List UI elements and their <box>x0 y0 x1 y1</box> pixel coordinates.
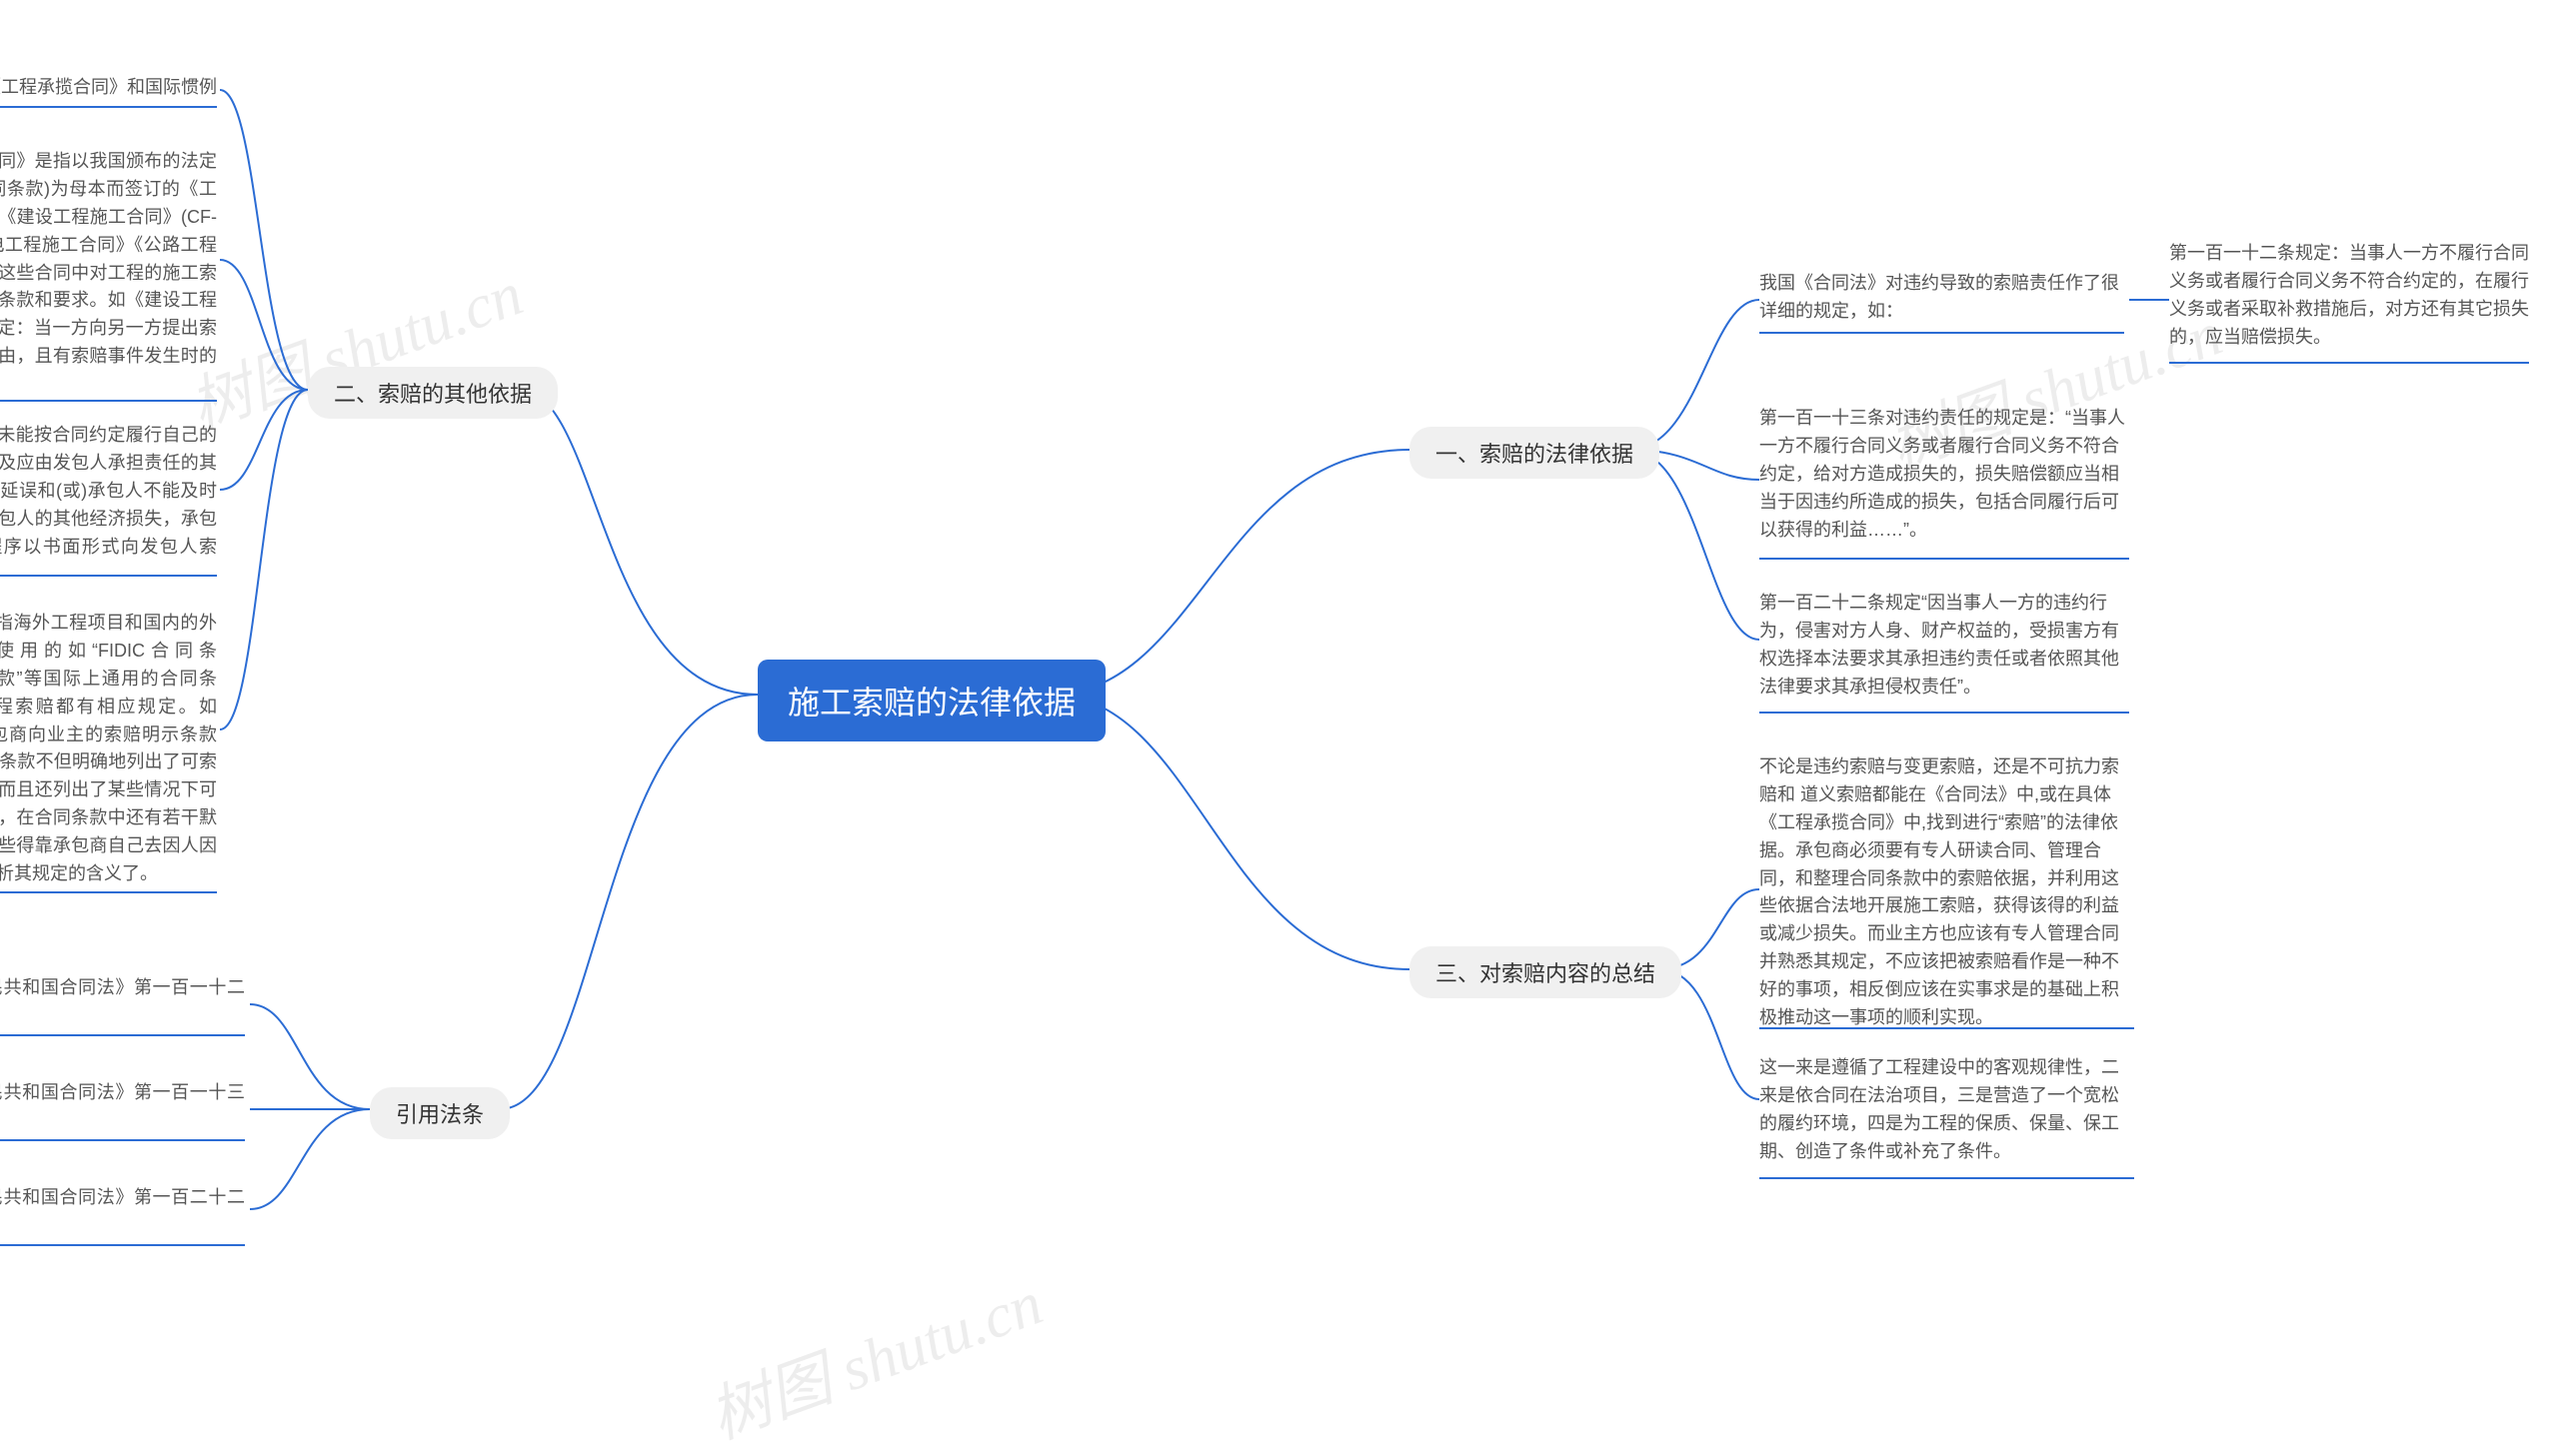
underline <box>1759 558 2129 560</box>
branch-legal-basis: 一、索赔的法律依据 <box>1409 427 1659 479</box>
underline <box>2169 362 2529 364</box>
leaf-113: 第一百一十三条对违约责任的规定是：“当事人一方不履行合同义务或者履行合同义务不符… <box>1759 405 2129 544</box>
underline <box>0 106 217 108</box>
leaf-intro: 我国《合同法》对违约导致的索赔责任作了很详细的规定，如： <box>1759 270 2124 326</box>
leaf-cite-1: [1]《中华人民共和国合同法》第一百一十二条 <box>0 974 245 1030</box>
leaf-122: 第一百二十二条规定“因当事人一方的违约行为，侵害对方人身、财产权益的，受损害方有… <box>1759 590 2129 702</box>
underline <box>0 1139 245 1141</box>
underline <box>0 575 217 577</box>
leaf-b2-3: 36.2规定：发包人未能按合同约定履行自己的义务或发生错误以及应由发包人承担责任… <box>0 422 217 589</box>
branch-summary: 三、对索赔内容的总结 <box>1409 946 1681 998</box>
watermark: 树图 shutu.cn <box>695 1252 1053 1456</box>
underline <box>1759 1027 2134 1029</box>
root-node: 施工索赔的法律依据 <box>758 660 1106 741</box>
underline <box>1759 712 2129 714</box>
underline <box>0 891 217 893</box>
leaf-summary-1: 不论是违约索赔与变更索赔，还是不可抗力索赔和 道义索赔都能在《合同法》中,或在具… <box>1759 753 2134 1032</box>
branch-other-basis: 二、索赔的其他依据 <box>308 367 558 419</box>
leaf-summary-2: 这一来是遵循了工程建设中的客观规律性，二来是依合同在法治项目，三是营造了一个宽松… <box>1759 1054 2134 1166</box>
branch-citations: 引用法条 <box>370 1087 510 1139</box>
connector-lines <box>0 0 2559 1375</box>
underline <box>0 1244 245 1246</box>
leaf-cite-3: [3]《中华人民共和国合同法》第一百二十二条 <box>0 1184 245 1240</box>
underline <box>1759 332 2124 334</box>
leaf-b2-2: 所谓《工程承揽合同》是指以我国颁布的法定合同(也称格式合同条款)为母本而签订的《… <box>0 148 217 399</box>
leaf-b2-1: 《工程承揽合同》和国际惯例 <box>0 74 217 102</box>
underline <box>0 400 217 402</box>
underline <box>0 1034 245 1036</box>
leaf-cite-2: [2]《中华人民共和国合同法》第一百一十三条 <box>0 1079 245 1135</box>
leaf-112: 第一百一十二条规定：当事人一方不履行合同义务或者履行合同义务不符合约定的，在履行… <box>2169 240 2529 352</box>
underline <box>1759 1177 2134 1179</box>
leaf-b2-4: 所谓“国际惯例”是指海外工程项目和国内的外资工程项目中使用的如“FIDIC合同条… <box>0 610 217 888</box>
